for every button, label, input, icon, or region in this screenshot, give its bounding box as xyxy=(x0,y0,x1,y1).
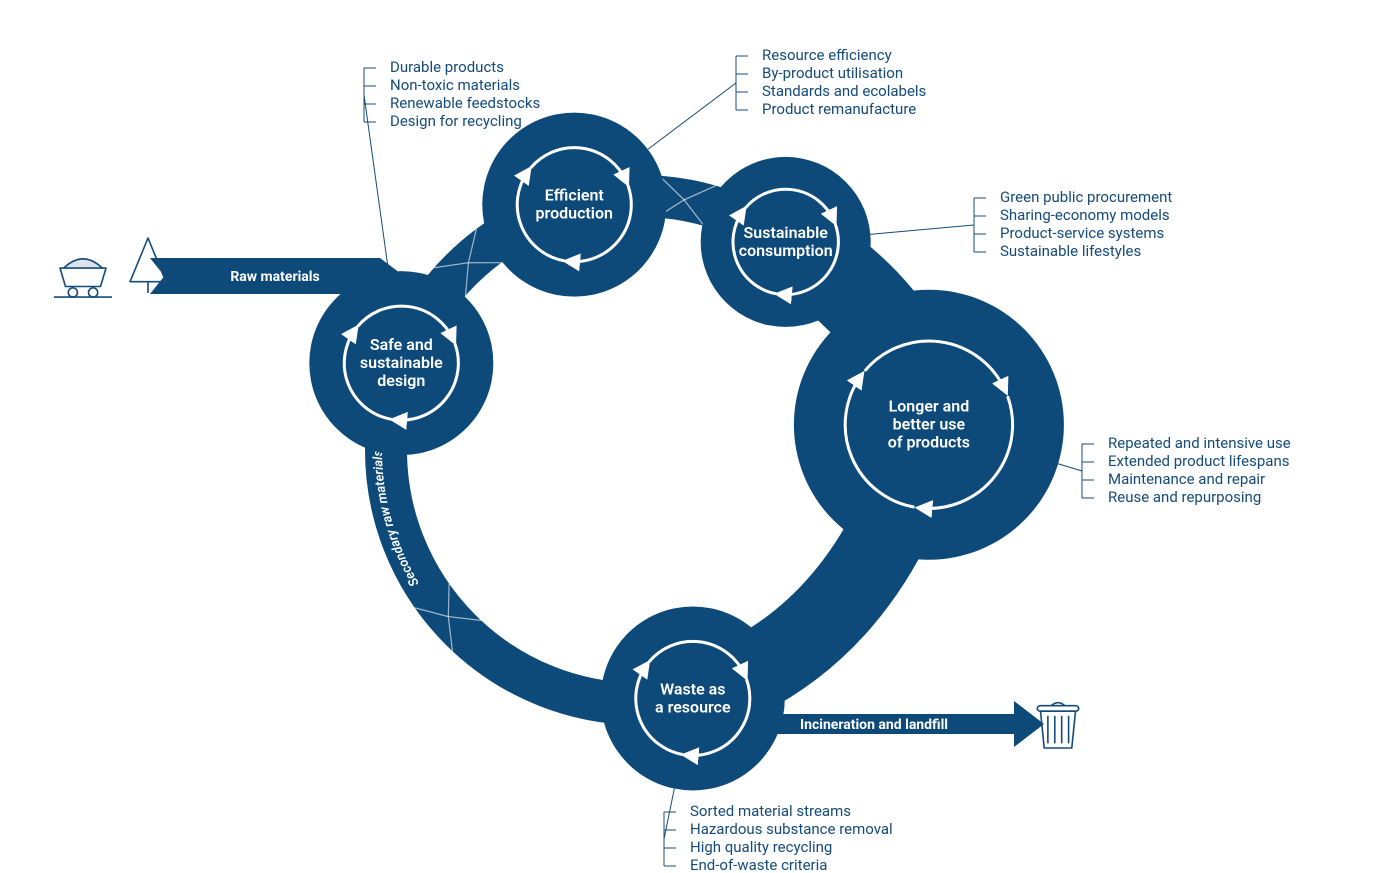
callout-use-line-1: Extended product lifespans xyxy=(1108,452,1289,470)
node-use-label-1: better use xyxy=(893,415,966,434)
callout-design-line-3: Design for recycling xyxy=(390,112,522,130)
callout-consumption-line-0: Green public procurement xyxy=(1000,188,1172,206)
callout-waste-line-1: Hazardous substance removal xyxy=(690,820,893,838)
callout-production-line-3: Product remanufacture xyxy=(762,100,916,118)
node-production: Efficientproduction xyxy=(482,113,666,297)
node-production-label-1: production xyxy=(536,204,613,223)
callout-consumption-line-3: Sustainable lifestyles xyxy=(1000,242,1141,260)
callout-use-line-3: Reuse and repurposing xyxy=(1108,488,1261,506)
node-use-label-2: of products xyxy=(888,433,970,452)
node-design-label-1: sustainable xyxy=(360,353,443,372)
node-use: Longer andbetter useof products xyxy=(794,290,1064,560)
callout-consumption-line-2: Product-service systems xyxy=(1000,224,1164,242)
node-use-label-0: Longer and xyxy=(889,397,970,416)
callout-use: Repeated and intensive useExtended produ… xyxy=(1058,434,1291,506)
callout-production-line-0: Resource efficiency xyxy=(762,46,892,64)
input-arrow-label: Raw materials xyxy=(230,269,319,285)
callout-design-line-1: Non-toxic materials xyxy=(390,76,520,94)
callout-waste: Sorted material streamsHazardous substan… xyxy=(664,789,893,873)
output-arrow-label: Incineration and landfill xyxy=(800,717,948,733)
callout-production-line-1: By-product utilisation xyxy=(762,64,903,82)
node-consumption: Sustainableconsumption xyxy=(701,157,871,327)
callout-waste-line-3: End-of-waste criteria xyxy=(690,856,827,873)
callout-use-line-0: Repeated and intensive use xyxy=(1108,434,1291,452)
callout-waste-line-0: Sorted material streams xyxy=(690,802,851,820)
node-design-label-0: Safe and xyxy=(370,335,433,354)
circular-economy-diagram: Secondary raw materials Safe andsustaina… xyxy=(0,0,1400,873)
callout-production-line-2: Standards and ecolabels xyxy=(762,82,926,100)
callout-consumption: Green public procurementSharing-economy … xyxy=(870,188,1172,260)
callout-design-line-0: Durable products xyxy=(390,58,504,76)
node-waste-label-0: Waste as xyxy=(660,679,725,698)
callout-design-line-2: Renewable feedstocks xyxy=(390,94,540,112)
node-consumption-label-1: consumption xyxy=(739,241,833,260)
callout-waste-line-2: High quality recycling xyxy=(690,838,832,856)
callout-use-line-2: Maintenance and repair xyxy=(1108,470,1265,488)
mining-cart-icon xyxy=(54,259,112,297)
node-design-label-2: design xyxy=(377,371,425,390)
node-production-label-0: Efficient xyxy=(545,186,605,205)
trash-bin-icon xyxy=(1037,703,1078,748)
node-design: Safe andsustainabledesign xyxy=(309,271,493,455)
node-consumption-label-0: Sustainable xyxy=(744,223,829,242)
node-waste: Waste asa resource xyxy=(601,606,785,790)
node-waste-label-1: a resource xyxy=(655,697,731,716)
callout-production: Resource efficiencyBy-product utilisatio… xyxy=(648,46,927,149)
callout-consumption-line-1: Sharing-economy models xyxy=(1000,206,1170,224)
